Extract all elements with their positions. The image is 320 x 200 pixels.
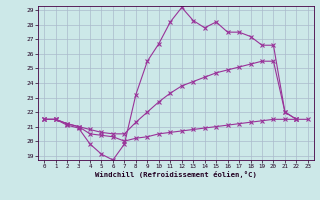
- X-axis label: Windchill (Refroidissement éolien,°C): Windchill (Refroidissement éolien,°C): [95, 171, 257, 178]
